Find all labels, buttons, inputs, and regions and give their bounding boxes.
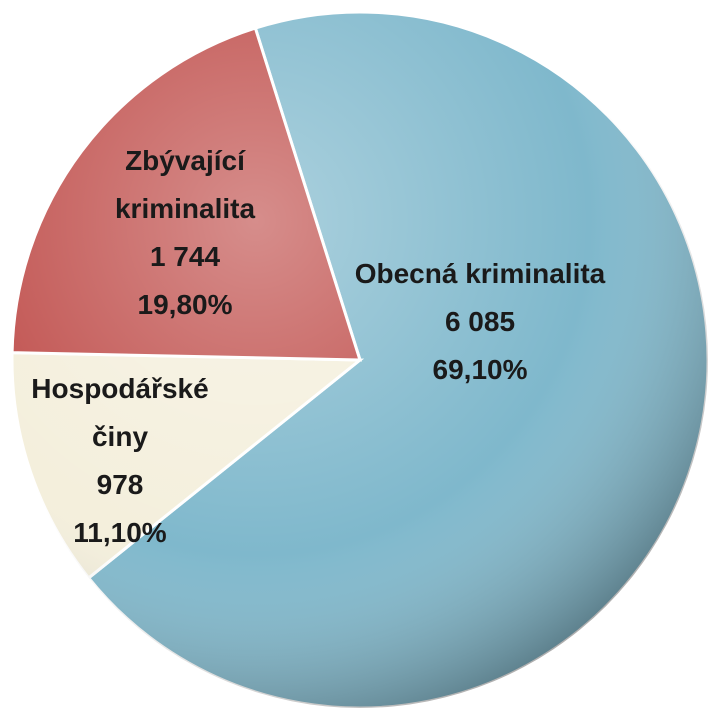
label-line: 6 085 [444,306,516,337]
label-line: Zbývající kriminalita [114,145,256,224]
label-line: 978 [96,469,144,500]
label-line: 11,10% [73,517,167,548]
data-label: Obecná kriminalita 6 085 69,10% [350,250,610,394]
label-line: Hospodářské činy [31,373,209,452]
label-line: Obecná kriminalita [354,258,606,289]
label-line: 1 744 [149,241,221,272]
data-label: Zbývající kriminalita 1 744 19,80% [75,137,295,329]
label-line: 69,10% [432,354,528,385]
data-label: Hospodářské činy 978 11,10% [0,365,240,557]
label-line: 19,80% [137,289,233,320]
